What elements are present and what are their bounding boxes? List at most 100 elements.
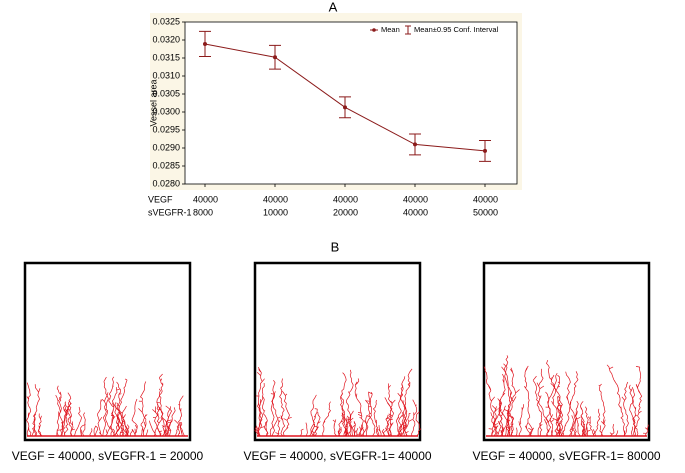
- panel-b-title: B: [331, 239, 340, 254]
- y-tick-label: 0.0285: [152, 160, 180, 170]
- vessel: [528, 422, 533, 437]
- mean-point: [343, 105, 347, 110]
- x-tick-label: 40000: [263, 194, 288, 204]
- vessel: [491, 399, 502, 437]
- y-tick-label: 0.0300: [152, 106, 180, 116]
- vessel: [156, 427, 161, 437]
- vessel: [399, 403, 408, 437]
- vessel: [354, 378, 365, 437]
- vessel: [179, 422, 183, 437]
- mean-point: [413, 142, 417, 147]
- vessel: [122, 424, 127, 437]
- x-tick-label: 40000: [403, 207, 428, 217]
- vessel-image: [482, 261, 651, 442]
- vessel: [37, 425, 41, 437]
- vessel: [94, 425, 99, 437]
- x-tick-label: 40000: [473, 194, 498, 204]
- x-tick-label: 40000: [193, 194, 218, 204]
- vessel: [279, 378, 286, 437]
- x-tick-label: 8000: [193, 207, 213, 217]
- vessel: [130, 429, 133, 436]
- y-tick-label: 0.0320: [152, 34, 180, 44]
- y-tick-label: 0.0325: [152, 16, 180, 26]
- vessel: [372, 399, 380, 437]
- vessel: [346, 415, 356, 437]
- vessel: [642, 424, 649, 437]
- vessel: [265, 421, 269, 437]
- vessel: [164, 405, 173, 437]
- vessel: [322, 401, 331, 437]
- vessel: [119, 405, 127, 437]
- x-row-label: VEGF: [148, 194, 173, 204]
- vessel: [615, 430, 619, 437]
- vessel: [254, 425, 260, 437]
- vessel: [506, 405, 511, 437]
- vessel: [571, 411, 577, 437]
- vessel: [363, 414, 369, 437]
- x-row-label: sVEGFR-1: [148, 207, 192, 217]
- vessel: [152, 373, 164, 437]
- vessel: [282, 390, 292, 437]
- vessel: [580, 415, 586, 437]
- vessel: [609, 424, 615, 437]
- vessel: [148, 420, 157, 437]
- legend-label: Mean±0.95 Conf. Interval: [414, 25, 498, 34]
- vessel: [270, 380, 281, 437]
- vessel: [310, 394, 317, 437]
- image-caption: VEGF = 40000, sVEGFR-1= 80000: [472, 449, 660, 463]
- vessel: [356, 427, 361, 437]
- vessel: [101, 392, 109, 437]
- y-tick-label: 0.0315: [152, 52, 180, 62]
- vessel: [174, 419, 180, 437]
- vessel: [560, 430, 564, 437]
- image-caption: VEGF = 40000, sVEGFR-1 = 20000: [12, 449, 204, 463]
- x-tick-label: 20000: [333, 207, 358, 217]
- vessel: [358, 424, 364, 437]
- vessel: [345, 430, 349, 437]
- vessel: [415, 411, 421, 437]
- vessel: [630, 426, 634, 437]
- vessel: [55, 395, 64, 437]
- vessel: [483, 366, 498, 437]
- vessel: [592, 429, 596, 437]
- y-tick-label: 0.0305: [152, 88, 180, 98]
- vessel: [145, 429, 149, 437]
- vessel: [395, 376, 406, 437]
- vessel: [491, 405, 498, 437]
- vessel: [177, 395, 185, 437]
- vessel: [383, 414, 390, 437]
- x-tick-label: 40000: [333, 194, 358, 204]
- vessel-image: [23, 261, 192, 442]
- vessel: [378, 425, 382, 437]
- legend-label: Mean: [381, 25, 400, 34]
- vessel: [536, 368, 552, 437]
- vessel: [606, 364, 626, 437]
- y-tick-label: 0.0290: [152, 142, 180, 152]
- vessel: [515, 427, 518, 437]
- mean-point: [203, 41, 207, 46]
- vessel: [140, 414, 148, 437]
- vessel: [308, 408, 318, 437]
- vessel: [628, 384, 636, 437]
- vessel: [73, 406, 82, 437]
- vessel: [532, 375, 543, 437]
- vessel: [300, 428, 304, 437]
- vessel: [518, 404, 525, 437]
- vessel: [255, 367, 265, 437]
- vessel: [594, 408, 601, 437]
- vessel: [365, 391, 376, 437]
- vessel: [404, 412, 413, 437]
- vessel: [305, 422, 308, 437]
- mean-point: [273, 55, 277, 60]
- vessel: [332, 419, 337, 437]
- y-tick-label: 0.0310: [152, 70, 180, 80]
- vessel: [114, 402, 120, 437]
- vessel: [80, 424, 86, 437]
- vessel: [398, 422, 404, 437]
- panel-a-title: A: [329, 0, 338, 14]
- vessel: [389, 422, 394, 437]
- vessel: [339, 393, 351, 437]
- vessel: [585, 428, 591, 436]
- y-tick-label: 0.0295: [152, 124, 180, 134]
